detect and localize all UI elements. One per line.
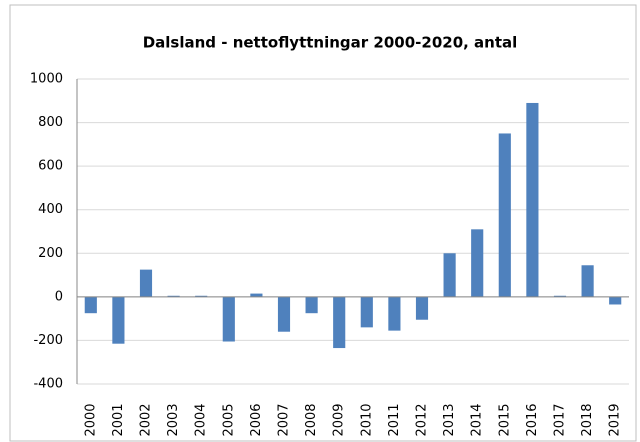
x-tick-label: 2000	[83, 403, 98, 436]
x-tick-label: 2007	[277, 403, 292, 436]
bar	[553, 295, 567, 297]
bar	[360, 296, 373, 328]
x-tick-label: 2003	[166, 403, 181, 436]
bar	[305, 296, 318, 314]
bar	[333, 296, 346, 349]
bar	[84, 296, 97, 314]
y-tick-label: -200	[33, 333, 63, 348]
y-tick-label: 400	[38, 202, 63, 217]
x-tick-label: 2006	[249, 403, 264, 436]
x-tick-label: 2005	[221, 403, 236, 436]
bar	[195, 295, 208, 297]
y-tick-label: 0	[55, 289, 63, 304]
bar	[471, 229, 484, 297]
bar	[609, 296, 622, 305]
bar	[581, 265, 594, 297]
bar	[112, 296, 125, 344]
y-tick-label: 800	[38, 115, 63, 130]
x-tick-label: 2016	[525, 403, 540, 436]
x-tick-label: 2012	[415, 403, 430, 436]
x-tick-label: 2001	[111, 403, 126, 436]
x-tick-label: 2017	[553, 403, 568, 436]
x-tick-label: 2015	[497, 403, 512, 436]
x-tick-label: 2004	[194, 403, 209, 436]
bar	[388, 296, 401, 331]
bar	[277, 296, 291, 332]
x-tick-label: 2002	[139, 403, 154, 436]
bar	[498, 133, 511, 297]
x-tick-label: 2014	[470, 403, 485, 436]
y-tick-label: 600	[38, 159, 63, 174]
x-tick-label: 2008	[304, 403, 319, 436]
x-tick-label: 2013	[442, 403, 457, 436]
bar	[222, 296, 235, 342]
x-tick-label: 2011	[387, 403, 402, 436]
x-tick-label: 2019	[608, 403, 623, 436]
bar	[415, 296, 429, 320]
x-tick-label: 2010	[359, 403, 374, 436]
y-tick-label: 200	[38, 246, 63, 261]
y-tick-label: 1000	[30, 72, 63, 87]
bar	[526, 102, 539, 297]
bar	[167, 295, 180, 297]
bar	[250, 293, 263, 297]
bar	[443, 253, 456, 297]
bar	[139, 269, 153, 297]
chart-frame	[9, 4, 637, 442]
y-tick-label: -400	[33, 377, 63, 392]
x-tick-label: 2009	[332, 403, 347, 436]
chart-title: Dalsland - nettoflyttningar 2000-2020, a…	[143, 34, 518, 52]
x-tick-label: 2018	[580, 403, 595, 436]
